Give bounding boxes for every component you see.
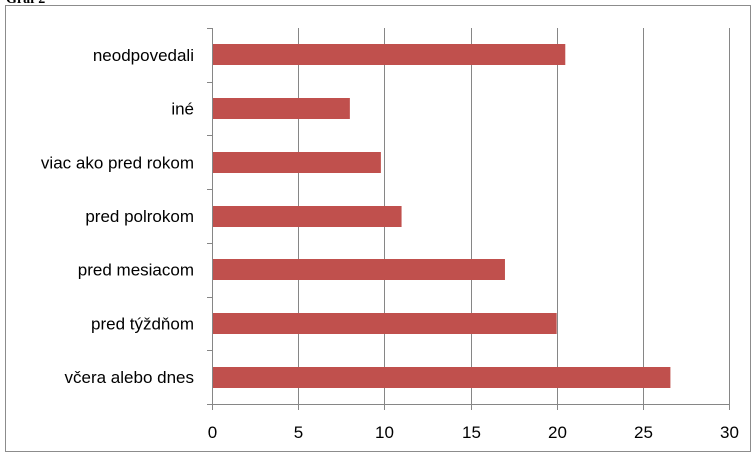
bar-4 (213, 259, 505, 280)
category-label-3: pred polrokom (85, 207, 194, 226)
x-tick-label-10: 10 (375, 423, 394, 442)
x-tick-label-0: 0 (208, 423, 217, 442)
label-layer: 0 5 10 15 20 25 30 neodpovedali iné viac ako pred… (41, 46, 739, 442)
bar-2 (213, 152, 381, 173)
x-tick-label-25: 25 (634, 423, 653, 442)
bar-0 (213, 44, 566, 65)
category-label-2: viac ako pred rokom (41, 153, 194, 172)
category-label-6: včera alebo dnes (65, 368, 194, 387)
bar-layer (213, 44, 671, 388)
x-tick-label-30: 30 (720, 423, 739, 442)
x-tick-label-5: 5 (294, 423, 303, 442)
chart-caption: Graf 2 (6, 0, 45, 8)
bar-5 (213, 313, 557, 334)
category-label-5: pred týždňom (91, 314, 194, 333)
bar-6 (213, 367, 671, 388)
axis-layer (207, 28, 730, 410)
category-label-4: pred mesiacom (78, 261, 194, 280)
bar-1 (213, 98, 350, 119)
category-label-0: neodpovedali (93, 46, 194, 65)
bar-3 (213, 206, 402, 227)
category-label-1: iné (171, 100, 194, 119)
x-tick-label-15: 15 (462, 423, 481, 442)
x-tick-label-20: 20 (548, 423, 567, 442)
